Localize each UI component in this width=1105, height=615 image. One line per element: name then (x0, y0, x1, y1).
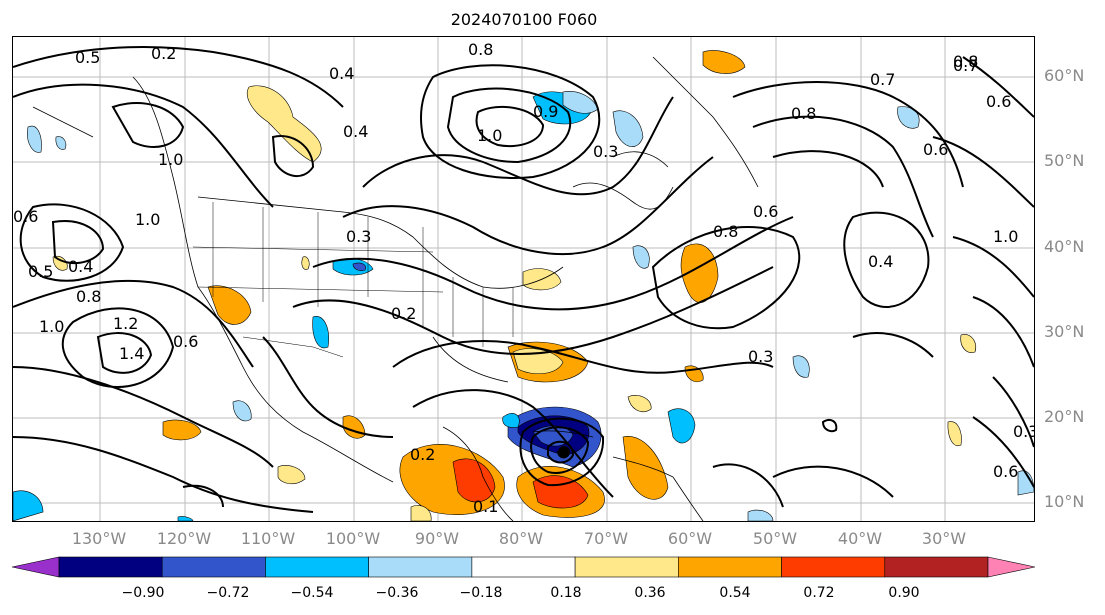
longitude-label: 120°W (156, 529, 212, 548)
contour-label: 0.8 (953, 52, 978, 71)
contour-label: 0.6 (923, 140, 948, 159)
contour-labels: 0.5 0.2 0.8 0.4 0.7 0.8 0.7 0.6 0.4 1.0 … (13, 40, 1034, 516)
contour-label: 0.9 (533, 102, 558, 121)
contour-label: 1.0 (135, 210, 160, 229)
contour-label: 0.3 (593, 142, 618, 161)
contour-label: 0.6 (993, 462, 1018, 481)
colorbar-segment (678, 556, 782, 578)
contour-label: 1.0 (477, 126, 502, 145)
colorbar-tick-label: 0.90 (888, 585, 920, 601)
contour-label: 0.2 (151, 44, 176, 63)
contour-label: 0.8 (791, 104, 816, 123)
map-canvas: 0.5 0.2 0.8 0.4 0.7 0.8 0.7 0.6 0.4 1.0 … (13, 37, 1034, 521)
contour-label: 0.8 (713, 222, 738, 241)
latitude-label: 50°N (1044, 151, 1085, 170)
colorbar-tick-label: 0.72 (803, 585, 835, 601)
longitude-label: 60°W (667, 529, 713, 548)
contour-label: 1.4 (119, 344, 144, 363)
contour-label: 0.8 (468, 40, 493, 59)
borders (192, 202, 514, 358)
contour-label: 1.0 (993, 227, 1018, 246)
latitude-label: 40°N (1044, 237, 1085, 256)
contour-label: 0.4 (343, 122, 368, 141)
longitude-label: 70°W (583, 529, 629, 548)
colorbar-tick-label: 0.18 (550, 585, 582, 601)
contour-label: 0.7 (870, 70, 895, 89)
longitude-label: 30°W (921, 529, 967, 548)
contour-label: 0.4 (868, 252, 893, 271)
colorbar-segment (884, 556, 989, 578)
contour-label: 0.4 (68, 257, 93, 276)
colorbar-segment (58, 556, 163, 578)
longitude-label: 130°W (71, 529, 127, 548)
longitude-label: 50°W (752, 529, 798, 548)
colorbar-segment (368, 556, 473, 578)
contour-label: 0.3 (346, 227, 371, 246)
colorbar-tick-label: −0.54 (290, 585, 334, 601)
longitude-label: 100°W (325, 529, 381, 548)
colorbar-segment (574, 556, 679, 578)
latitude-label: 10°N (1044, 492, 1085, 511)
contour-label: 0.6 (753, 202, 778, 221)
colorbar-tick-label: −0.90 (121, 585, 165, 601)
contour-label: 0.7 (953, 56, 978, 75)
colorbar-tick-label: −0.72 (206, 585, 250, 601)
colorbar-extend-high (987, 556, 1036, 578)
latitude-label: 60°N (1044, 66, 1085, 85)
colorbar-tick-label: 0.36 (634, 585, 666, 601)
contour-label: 0.1 (473, 497, 498, 516)
contour-label: 1.0 (158, 150, 183, 169)
contour-label: 0.8 (76, 287, 101, 306)
colorbar-tick-label: −0.36 (375, 585, 419, 601)
latitude-label: 30°N (1044, 322, 1085, 341)
longitude-label: 40°W (837, 529, 883, 548)
contour-label: 0.2 (391, 304, 416, 323)
colorbar-tick-label: −0.18 (459, 585, 503, 601)
shading-patches (13, 50, 1034, 521)
colorbar (11, 556, 1036, 578)
storm-center-marker (558, 446, 570, 458)
contour-label: 0.3 (748, 347, 773, 366)
colorbar-segment (781, 556, 886, 578)
map-title: 2024070100 F060 (450, 10, 598, 29)
longitude-label: 110°W (240, 529, 296, 548)
map-panel: 0.5 0.2 0.8 0.4 0.7 0.8 0.7 0.6 0.4 1.0 … (12, 36, 1035, 522)
longitude-label: 80°W (498, 529, 544, 548)
colorbar-segment (161, 556, 266, 578)
colorbar-segment (265, 556, 369, 578)
colorbar-tick-label: 0.54 (719, 585, 751, 601)
contour-label: 0.5 (28, 262, 53, 281)
contour-label: 0.3 (1013, 422, 1034, 441)
contour-label: 1.0 (39, 317, 64, 336)
longitude-label: 90°W (414, 529, 460, 548)
contour-label: 0.4 (329, 64, 354, 83)
colorbar-segment (471, 556, 576, 578)
contour-label: 0.6 (13, 207, 38, 226)
latitude-label: 20°N (1044, 407, 1085, 426)
contour-label: 0.6 (986, 92, 1011, 111)
coastlines (32, 56, 759, 521)
contour-label: 0.5 (75, 48, 100, 67)
contour-lines (13, 46, 1034, 513)
contour-label: 0.2 (410, 445, 435, 464)
colorbar-extend-low (11, 556, 60, 578)
contour-label: 0.6 (173, 332, 198, 351)
contour-label: 1.2 (113, 314, 138, 333)
